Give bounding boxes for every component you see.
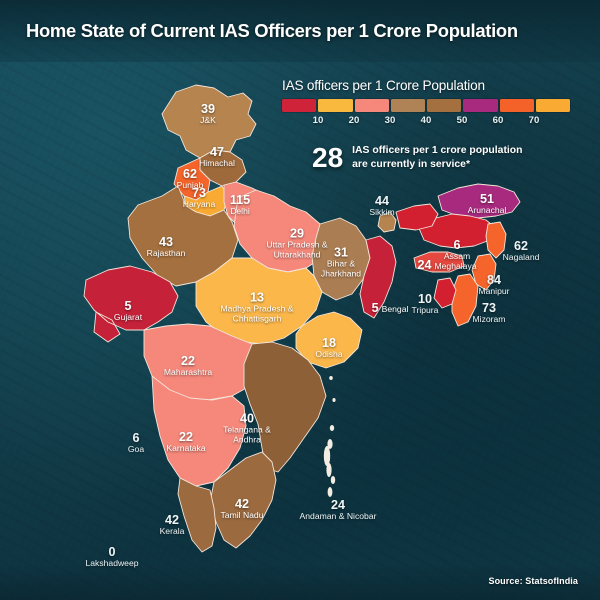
- stat-line-1: IAS officers per 1 crore population: [352, 145, 523, 157]
- island-andaman-2: [323, 446, 331, 466]
- legend-tick-30: 30: [384, 115, 396, 126]
- stat-description: IAS officers per 1 crore population are …: [352, 144, 522, 171]
- map-region-j-k[interactable]: [161, 84, 257, 159]
- legend-ticks: 10 20 30 40 50 60 70: [282, 114, 570, 130]
- legend-swatch-6: [499, 99, 534, 112]
- map-region-bihar-jharkhand[interactable]: [311, 217, 371, 301]
- legend-swatch-5: [463, 99, 498, 112]
- map-region-manipur[interactable]: [471, 253, 497, 291]
- legend-swatches: [282, 99, 570, 112]
- legend-swatch-7: [535, 99, 570, 112]
- legend: IAS officers per 1 Crore Population 10 20…: [282, 78, 570, 130]
- legend-swatch-2: [354, 99, 389, 112]
- map-region-gujarat[interactable]: [83, 265, 179, 343]
- legend-tick-50: 50: [456, 115, 468, 126]
- island-andaman-7: [332, 398, 336, 402]
- legend-tick-60: 60: [492, 115, 504, 126]
- island-andaman-3: [326, 463, 332, 477]
- stat-number: 28: [312, 142, 344, 173]
- island-andaman-4: [330, 476, 336, 484]
- stat-callout: 28 IAS officers per 1 crore population a…: [312, 144, 522, 172]
- map-region-mizoram[interactable]: [451, 273, 479, 327]
- legend-swatch-1: [318, 99, 353, 112]
- map-region-odisha[interactable]: [295, 311, 363, 369]
- legend-swatch-0: [282, 99, 317, 112]
- map-region-arunachal[interactable]: [437, 183, 521, 219]
- legend-tick-40: 40: [420, 115, 432, 126]
- legend-tick-70: 70: [528, 115, 540, 126]
- title-bar: Home State of Current IAS Officers per 1…: [0, 0, 600, 62]
- map-region-tamil-nadu[interactable]: [209, 451, 277, 549]
- island-andaman-6: [329, 376, 333, 380]
- island-andaman-5: [327, 487, 333, 497]
- map-region-nagaland[interactable]: [485, 221, 507, 259]
- legend-swatch-4: [427, 99, 462, 112]
- map-region-tripura[interactable]: [433, 277, 457, 309]
- legend-tick-20: 20: [348, 115, 360, 126]
- map-region-meghalaya[interactable]: [413, 251, 465, 273]
- map-region-west-strip[interactable]: [395, 203, 439, 231]
- map-region-telangana-andhra[interactable]: [243, 341, 327, 473]
- stat-line-2: are currently in service*: [352, 159, 470, 170]
- legend-tick-10: 10: [312, 115, 324, 126]
- island-andaman-1: [327, 439, 333, 449]
- source-attribution: Source: StatsofIndia: [488, 576, 578, 586]
- island-andaman-0: [329, 425, 335, 431]
- bottom-band: [0, 564, 600, 600]
- map-region-bengal[interactable]: [359, 235, 397, 319]
- legend-swatch-3: [390, 99, 425, 112]
- map-region-sikkim[interactable]: [377, 211, 397, 233]
- legend-title: IAS officers per 1 Crore Population: [282, 78, 485, 93]
- map-region-kerala[interactable]: [177, 477, 217, 553]
- map-region-rajasthan[interactable]: [127, 185, 239, 287]
- map-region-karnataka[interactable]: [151, 375, 247, 487]
- page-title: Home State of Current IAS Officers per 1…: [26, 20, 518, 41]
